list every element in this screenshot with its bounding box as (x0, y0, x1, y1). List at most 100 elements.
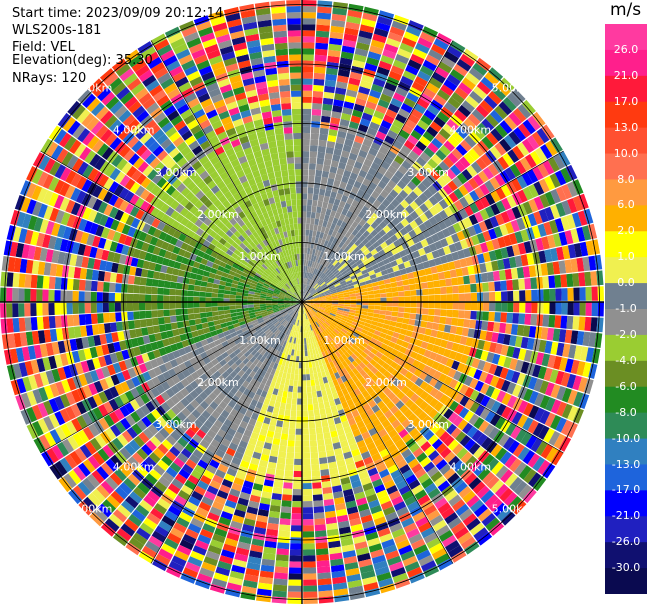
range-gate (246, 562, 261, 571)
range-gate (110, 424, 122, 437)
range-gate (67, 435, 80, 450)
range-gate (69, 338, 78, 351)
range-gate (528, 184, 539, 198)
range-gate (286, 308, 292, 312)
range-gate (335, 313, 343, 317)
range-gate (465, 337, 474, 347)
range-gate (378, 428, 388, 438)
range-gate (480, 76, 496, 91)
range-gate (212, 283, 220, 289)
range-gate (207, 512, 220, 522)
range-gate (411, 81, 425, 93)
range-gate (339, 118, 350, 127)
range-gate (433, 370, 442, 380)
range-gate (420, 441, 432, 452)
range-gate (464, 193, 475, 205)
range-gate (525, 434, 538, 450)
range-gate (453, 334, 462, 344)
range-gate (420, 254, 429, 263)
range-gate (418, 554, 434, 567)
range-gate (414, 276, 422, 284)
range-gate (416, 156, 427, 167)
range-gate (385, 345, 394, 353)
range-gate (330, 339, 337, 346)
range-gate (428, 295, 435, 302)
range-gate (336, 377, 344, 385)
range-gate (312, 193, 319, 201)
range-gate (65, 391, 76, 406)
range-gate (304, 313, 307, 320)
range-gate (341, 208, 349, 216)
range-gate (321, 170, 330, 178)
range-gate (429, 514, 444, 527)
range-gate (509, 163, 522, 178)
range-gate (308, 302, 314, 304)
range-gate (380, 405, 390, 414)
range-gate (369, 473, 381, 483)
range-gate (454, 200, 464, 211)
range-gate (311, 316, 317, 323)
range-gate (365, 279, 372, 285)
range-gate (105, 333, 113, 344)
range-gate (365, 344, 373, 352)
range-gate (307, 304, 314, 307)
range-gate (453, 259, 462, 269)
range-gate (138, 363, 148, 374)
range-gate (25, 259, 34, 274)
range-gate (344, 296, 351, 300)
range-gate (425, 82, 440, 94)
range-gate (218, 314, 226, 320)
range-gate (103, 239, 113, 251)
range-gate (326, 522, 338, 531)
range-gate (316, 12, 332, 20)
range-gate (529, 239, 539, 253)
range-gate (260, 370, 267, 378)
range-gate (412, 511, 426, 523)
range-gate (393, 474, 405, 485)
range-gate (348, 512, 360, 521)
range-gate (326, 318, 333, 324)
range-gate (513, 480, 528, 496)
range-gate (302, 525, 314, 532)
range-gate (308, 175, 315, 182)
range-gate (131, 469, 145, 482)
range-gate (340, 439, 349, 448)
range-gate (297, 386, 302, 393)
range-gate (393, 533, 408, 545)
range-gate (181, 339, 190, 348)
range-gate (487, 321, 495, 332)
range-gate (66, 315, 74, 327)
range-gate (503, 356, 512, 369)
range-gate (54, 396, 65, 411)
range-gate (471, 109, 485, 122)
range-gate (260, 564, 275, 573)
range-gate (403, 31, 419, 43)
range-gate (230, 422, 239, 432)
range-gate (370, 277, 378, 283)
range-gate (278, 358, 284, 366)
range-gate (373, 289, 381, 295)
range-gate (463, 410, 475, 422)
range-gate (558, 329, 567, 343)
range-gate (224, 355, 232, 363)
range-gate (292, 305, 298, 310)
range-gate (283, 300, 290, 302)
range-gate (98, 356, 107, 368)
range-gate (362, 259, 370, 266)
range-gate (274, 401, 281, 409)
range-gate (409, 220, 419, 230)
range-gate (60, 423, 72, 438)
range-gate (224, 313, 232, 319)
range-gate (37, 203, 48, 218)
range-gate (389, 405, 399, 415)
range-gate (491, 238, 501, 250)
range-gate (373, 560, 388, 571)
range-gate (538, 425, 550, 440)
range-gate (322, 323, 328, 329)
range-gate (511, 88, 526, 103)
range-gate (266, 330, 273, 337)
range-gate (179, 263, 187, 271)
range-gate (408, 20, 424, 32)
range-gate (432, 322, 440, 331)
range-gate (375, 340, 383, 347)
